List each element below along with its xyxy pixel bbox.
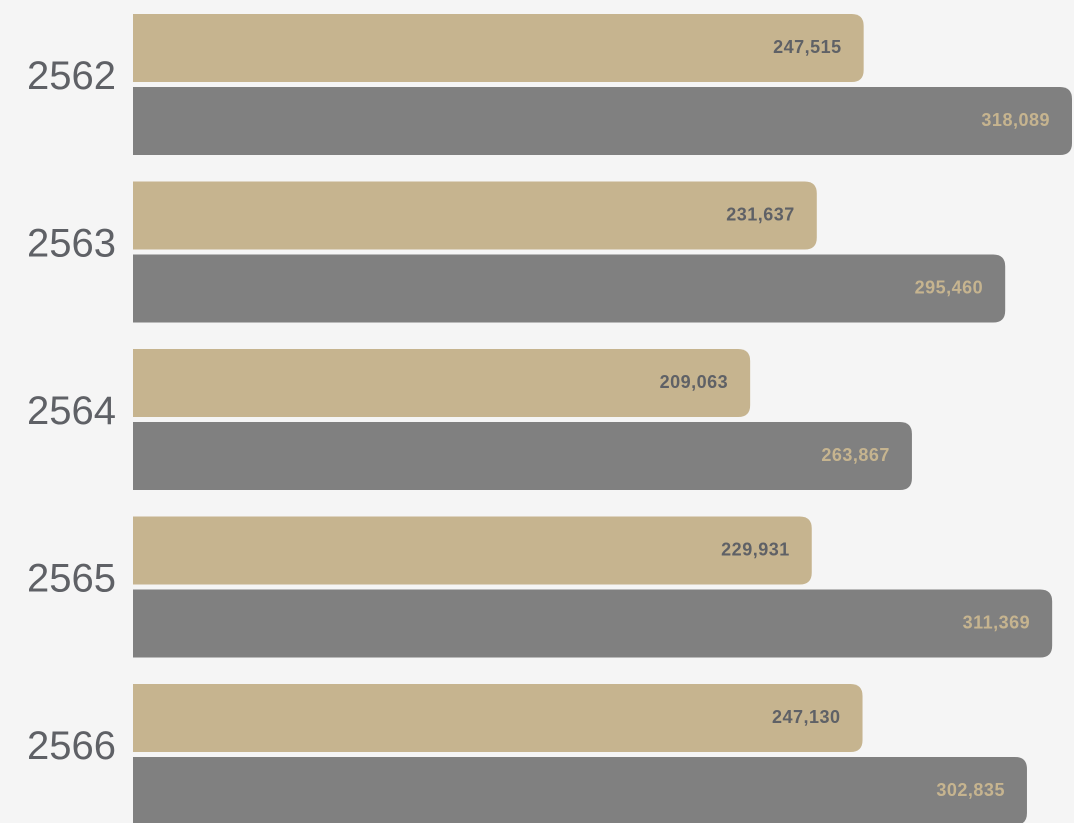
bar bbox=[133, 422, 912, 490]
bar bbox=[133, 14, 864, 82]
category-label: 2562 bbox=[27, 54, 116, 98]
value-label: 311,369 bbox=[963, 612, 1031, 632]
bar bbox=[133, 349, 751, 417]
bar bbox=[133, 757, 1027, 823]
value-label: 295,460 bbox=[915, 277, 984, 297]
category-label: 2565 bbox=[27, 557, 116, 601]
value-label: 247,515 bbox=[773, 37, 842, 57]
bar bbox=[133, 516, 812, 585]
value-label: 318,089 bbox=[981, 110, 1050, 130]
value-label: 263,867 bbox=[821, 445, 890, 465]
bar bbox=[133, 684, 863, 752]
bar bbox=[133, 254, 1006, 323]
category-label: 2563 bbox=[27, 222, 116, 266]
value-label: 231,637 bbox=[726, 204, 795, 224]
value-label: 229,931 bbox=[721, 539, 790, 559]
category-label: 2564 bbox=[27, 389, 116, 433]
value-label: 302,835 bbox=[936, 780, 1005, 800]
value-label: 247,130 bbox=[772, 707, 841, 727]
bar bbox=[133, 87, 1072, 155]
bar bbox=[133, 181, 817, 250]
category-label: 2566 bbox=[27, 724, 116, 768]
value-label: 209,063 bbox=[660, 372, 729, 392]
bar bbox=[133, 589, 1053, 658]
